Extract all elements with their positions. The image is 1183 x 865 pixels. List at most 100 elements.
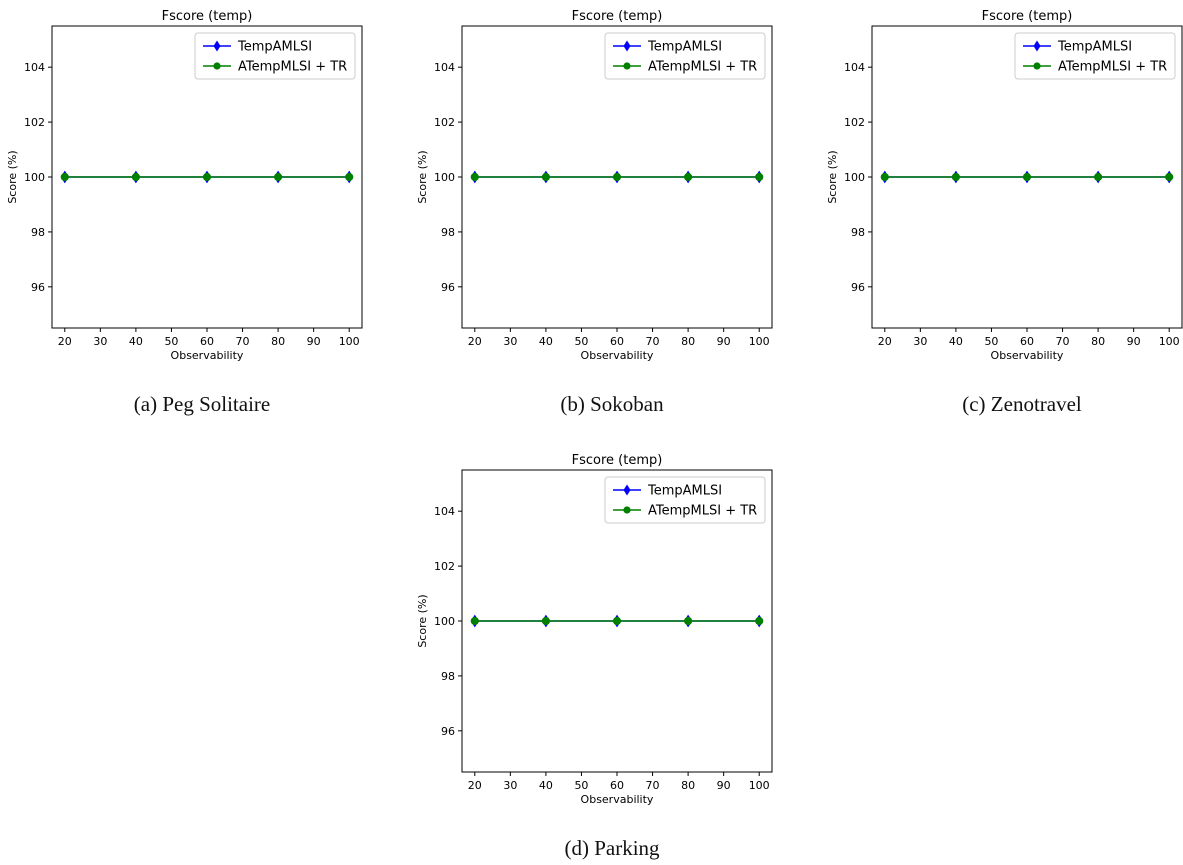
x-tick-label-d: 50 [574, 779, 588, 792]
x-tick-label-a: 30 [93, 335, 107, 348]
legend-marker-d-0 [623, 484, 631, 496]
y-axis-label-a: Score (%) [6, 150, 19, 203]
chart-svg-c: Fscore (temp) 20 30 40 50 60 70 80 90 100 96 98 100 1… [826, 9, 1183, 362]
x-axis-label-b: Observability [581, 349, 654, 362]
y-tick-label-b: 104 [434, 61, 455, 74]
legend-marker-d-1 [623, 506, 631, 514]
legend-box-d [604, 476, 766, 524]
data-point-d-1 [755, 616, 764, 626]
y-tick-label-d: 104 [434, 505, 455, 518]
data-point-a-1 [345, 172, 354, 182]
legend-label-a-0: TempAMLSI [237, 40, 312, 55]
caption-b: (b) Sokoban [560, 392, 664, 416]
legend-box-a [194, 32, 356, 80]
y-tick-label-b: 96 [441, 281, 455, 294]
data-point-a-1 [274, 172, 283, 182]
data-point-c-1 [951, 172, 960, 182]
y-tick-label-d: 96 [441, 725, 455, 738]
chart-svg-a: Fscore (temp) 20 30 40 50 60 70 80 90 100 96 98 100 1… [6, 9, 363, 362]
data-point-c-1 [1094, 172, 1103, 182]
y-tick-label-a: 104 [24, 61, 45, 74]
x-tick-label-b: 20 [468, 335, 482, 348]
y-tick-label-c: 100 [844, 171, 865, 184]
legend-label-b-0: TempAMLSI [647, 40, 722, 55]
data-point-b-1 [470, 172, 479, 182]
y-tick-label-c: 104 [844, 61, 865, 74]
chart-title-c: Fscore (temp) [982, 9, 1073, 24]
x-tick-label-c: 90 [1127, 335, 1141, 348]
x-tick-label-a: 70 [236, 335, 250, 348]
caption-d: (d) Parking [564, 836, 660, 860]
x-tick-label-b: 90 [717, 335, 731, 348]
data-point-d-1 [470, 616, 479, 626]
y-tick-label-c: 102 [844, 116, 865, 129]
x-tick-label-a: 80 [271, 335, 285, 348]
x-tick-label-d: 60 [610, 779, 624, 792]
chart-svg-d: Fscore (temp) 20 30 40 50 60 70 80 90 100 96 98 100 1… [416, 453, 773, 806]
y-tick-label-d: 98 [441, 670, 455, 683]
data-point-d-1 [684, 616, 693, 626]
x-axis-label-c: Observability [991, 349, 1064, 362]
data-point-b-1 [755, 172, 764, 182]
y-tick-label-d: 102 [434, 560, 455, 573]
x-tick-label-a: 40 [129, 335, 143, 348]
legend-label-c-0: TempAMLSI [1057, 40, 1132, 55]
legend-label-b-1: ATempMLSI + TR [648, 60, 757, 75]
chart-panel-c: Fscore (temp) 20 30 40 50 60 70 80 90 100 96 98 100 1… [820, 0, 1183, 370]
x-tick-label-d: 20 [468, 779, 482, 792]
x-tick-label-c: 80 [1091, 335, 1105, 348]
legend-marker-b-1 [623, 62, 631, 70]
x-tick-label-a: 90 [307, 335, 321, 348]
x-tick-label-b: 80 [681, 335, 695, 348]
y-tick-label-d: 100 [434, 615, 455, 628]
legend-marker-c-0 [1033, 40, 1041, 52]
data-point-d-1 [612, 616, 622, 626]
legend-box-c [1014, 32, 1176, 80]
data-point-b-1 [612, 172, 622, 182]
x-tick-label-c: 20 [878, 335, 892, 348]
y-axis-label-d: Score (%) [416, 594, 429, 647]
y-tick-label-a: 100 [24, 171, 45, 184]
data-point-b-1 [684, 172, 693, 182]
legend-marker-c-1 [1033, 62, 1041, 70]
chart-panel-d: Fscore (temp) 20 30 40 50 60 70 80 90 100 96 98 100 1… [410, 444, 773, 814]
x-tick-label-b: 60 [610, 335, 624, 348]
x-tick-label-d: 30 [503, 779, 517, 792]
x-tick-label-a: 20 [58, 335, 72, 348]
data-point-a-1 [60, 172, 69, 182]
x-tick-label-c: 70 [1056, 335, 1070, 348]
caption-c: (c) Zenotravel [962, 392, 1082, 416]
data-point-a-1 [202, 172, 212, 182]
data-point-c-1 [1165, 172, 1174, 182]
x-tick-label-c: 60 [1020, 335, 1034, 348]
x-tick-label-a: 60 [200, 335, 214, 348]
legend-label-a-1: ATempMLSI + TR [238, 60, 347, 75]
data-point-c-1 [880, 172, 889, 182]
x-tick-label-d: 40 [539, 779, 553, 792]
legend-marker-a-1 [213, 62, 221, 70]
data-point-a-1 [131, 172, 140, 182]
y-axis-label-b: Score (%) [416, 150, 429, 203]
y-tick-label-a: 96 [31, 281, 45, 294]
x-axis-label-a: Observability [171, 349, 244, 362]
x-tick-label-b: 30 [503, 335, 517, 348]
x-axis-label-d: Observability [581, 793, 654, 806]
legend-label-c-1: ATempMLSI + TR [1058, 60, 1167, 75]
chart-title-b: Fscore (temp) [572, 9, 663, 24]
x-tick-label-b: 70 [646, 335, 660, 348]
chart-title-a: Fscore (temp) [162, 9, 253, 24]
caption-a: (a) Peg Solitaire [133, 392, 271, 416]
data-point-c-1 [1022, 172, 1032, 182]
legend-box-b [604, 32, 766, 80]
legend-marker-b-0 [623, 40, 631, 52]
y-tick-label-c: 96 [851, 281, 865, 294]
x-tick-label-c: 30 [913, 335, 927, 348]
x-tick-label-d: 80 [681, 779, 695, 792]
chart-panel-a: Fscore (temp) 20 30 40 50 60 70 80 90 100 96 98 100 1… [0, 0, 363, 370]
x-tick-label-a: 100 [339, 335, 360, 348]
y-tick-label-b: 98 [441, 226, 455, 239]
y-tick-label-c: 98 [851, 226, 865, 239]
y-tick-label-b: 100 [434, 171, 455, 184]
x-tick-label-b: 40 [539, 335, 553, 348]
chart-title-d: Fscore (temp) [572, 453, 663, 468]
